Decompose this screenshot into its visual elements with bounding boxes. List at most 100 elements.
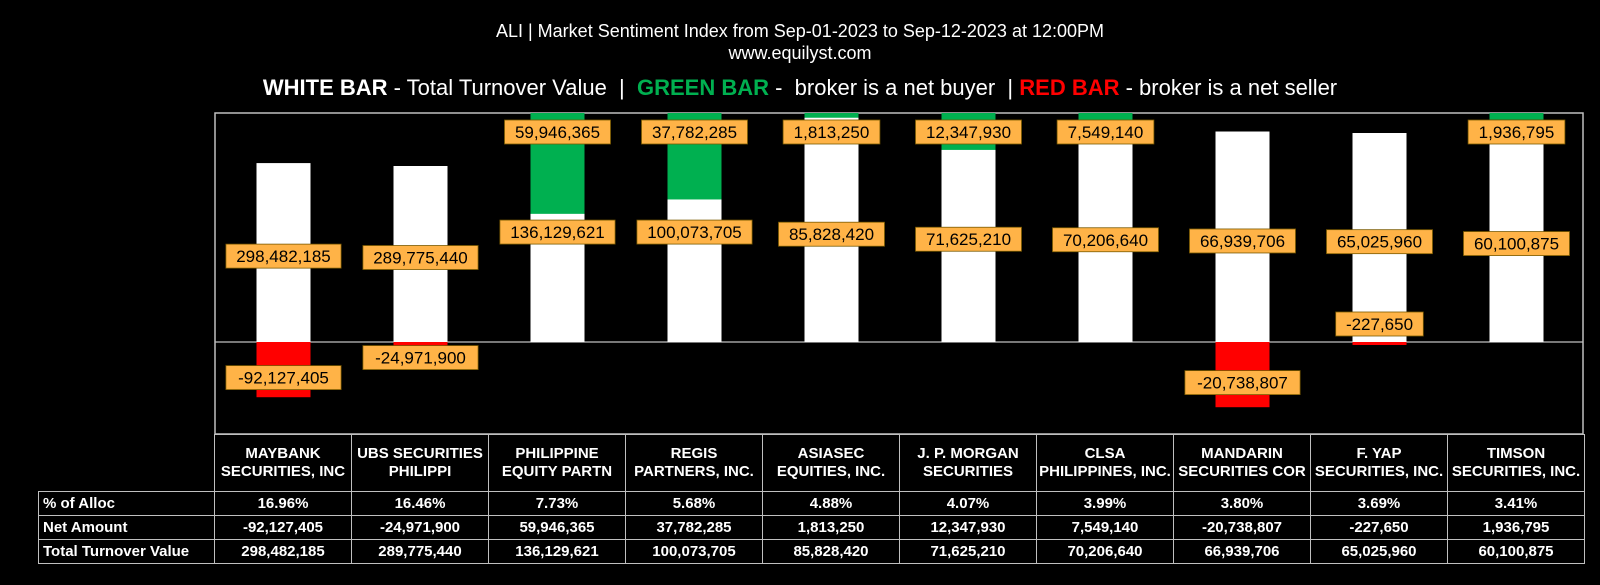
turnover-label: 298,482,185: [225, 243, 342, 269]
broker-name: MANDARIN SECURITIES COR: [1173, 434, 1311, 492]
turnover-label-text: 66,939,706: [1200, 232, 1285, 251]
turnover-label: 66,939,706: [1189, 228, 1296, 254]
net-buyer-bar: [1489, 113, 1544, 120]
net-amount-row: Net Amount -92,127,405 -24,971,900 59,946,3…: [38, 515, 1585, 540]
title-block: ALI | Market Sentiment Index from Sep-01…: [0, 20, 1600, 64]
data-table: MAYBANK SECURITIES, INC UBS SECURITIES PH…: [38, 434, 1585, 564]
net-label: 1,936,795: [1467, 119, 1566, 145]
turnover-label: 71,625,210: [915, 226, 1022, 252]
net-label-text: -227,650: [1346, 315, 1413, 334]
net-amount-cell: -227,650: [1310, 515, 1448, 540]
legend-white-desc: - Total Turnover Value |: [387, 75, 637, 100]
turnover-label: 60,100,875: [1463, 231, 1570, 256]
broker-name: ASIASEC EQUITIES, INC.: [762, 434, 900, 492]
net-label-text: 37,782,285: [652, 123, 737, 142]
pct-alloc-cell: 4.88%: [762, 491, 900, 516]
net-amount-cell: -92,127,405: [214, 515, 352, 540]
total-turnover-cell: 66,939,706: [1173, 539, 1311, 564]
broker-name: UBS SECURITIES PHILIPPI: [351, 434, 489, 492]
legend-green-label: GREEN BAR: [636, 75, 769, 100]
total-turnover-cell: 71,625,210: [899, 539, 1037, 564]
legend-red-desc: - broker is a net seller: [1119, 75, 1338, 100]
pct-alloc-row: % of Alloc 16.96% 16.46% 7.73% 5.68% 4.88% 4.0…: [38, 491, 1585, 516]
pct-alloc-cell: 7.73%: [488, 491, 626, 516]
broker-name: MAYBANK SECURITIES, INC: [214, 434, 352, 492]
net-amount-cell: -20,738,807: [1173, 515, 1311, 540]
net-label: -24,971,900: [362, 345, 479, 370]
total-turnover-cell: 100,073,705: [625, 539, 763, 564]
row-label: Net Amount: [38, 515, 215, 540]
turnover-label-text: 289,775,440: [373, 249, 468, 268]
row-label: Total Turnover Value: [38, 539, 215, 564]
net-label: 59,946,365: [504, 119, 611, 145]
turnover-label-text: 85,828,420: [789, 225, 874, 244]
net-label: 12,347,930: [915, 119, 1022, 145]
net-label: -227,650: [1335, 311, 1424, 337]
total-turnover-cell: 65,025,960: [1310, 539, 1448, 564]
net-label-text: 1,936,795: [1479, 123, 1555, 142]
labels-layer: 298,482,185 -92,127,405 289,775,440 -24,971…: [225, 119, 1570, 396]
net-amount-cell: 37,782,285: [625, 515, 763, 540]
broker-name: J. P. MORGAN SECURITIES: [899, 434, 1037, 492]
turnover-label-text: 136,129,621: [510, 223, 605, 242]
turnover-label-text: 298,482,185: [236, 247, 331, 266]
net-amount-cell: 1,936,795: [1447, 515, 1585, 540]
legend-green-desc: - broker is a net buyer |: [769, 75, 1020, 100]
net-label-text: 59,946,365: [515, 123, 600, 142]
net-seller-bar: [1352, 342, 1407, 345]
pct-alloc-cell: 4.07%: [899, 491, 1037, 516]
pct-alloc-cell: 3.41%: [1447, 491, 1585, 516]
table-corner: [39, 435, 215, 492]
net-buyer-bar: [804, 113, 859, 118]
pct-alloc-cell: 16.46%: [351, 491, 489, 516]
net-amount-cell: 59,946,365: [488, 515, 626, 540]
pct-alloc-cell: 16.96%: [214, 491, 352, 516]
turnover-label-text: 60,100,875: [1474, 235, 1559, 254]
net-amount-cell: 12,347,930: [899, 515, 1037, 540]
legend-white-label: WHITE BAR: [262, 75, 388, 100]
legend-red-label: RED BAR: [1019, 75, 1120, 100]
pct-alloc-cell: 5.68%: [625, 491, 763, 516]
broker-name: REGIS PARTNERS, INC.: [625, 434, 763, 492]
turnover-label: 289,775,440: [362, 245, 479, 270]
net-label-text: -24,971,900: [375, 349, 466, 368]
turnover-label-text: 65,025,960: [1337, 233, 1422, 252]
broker-name: F. YAP SECURITIES, INC.: [1310, 434, 1448, 492]
net-amount-cell: -24,971,900: [351, 515, 489, 540]
turnover-label-text: 71,625,210: [926, 230, 1011, 249]
net-label-text: 12,347,930: [926, 123, 1011, 142]
total-turnover-cell: 136,129,621: [488, 539, 626, 564]
total-turnover-cell: 289,775,440: [351, 539, 489, 564]
broker-name: CLSA PHILIPPINES, INC.: [1036, 434, 1174, 492]
turnover-label: 136,129,621: [499, 219, 616, 245]
chart-title: ALI | Market Sentiment Index from Sep-01…: [495, 21, 1105, 41]
turnover-label: 70,206,640: [1052, 227, 1159, 253]
turnover-label: 65,025,960: [1326, 229, 1433, 255]
pct-alloc-cell: 3.69%: [1310, 491, 1448, 516]
net-amount-cell: 1,813,250: [762, 515, 900, 540]
total-turnover-cell: 70,206,640: [1036, 539, 1174, 564]
total-turnover-cell: 298,482,185: [214, 539, 352, 564]
total-turnover-cell: 60,100,875: [1447, 539, 1585, 564]
row-label: % of Alloc: [38, 491, 215, 516]
turnover-label-text: 100,073,705: [647, 223, 742, 242]
broker-header-row: MAYBANK SECURITIES, INC UBS SECURITIES PH…: [39, 434, 1585, 492]
net-label: -20,738,807: [1184, 370, 1301, 396]
net-label-text: 1,813,250: [794, 123, 870, 142]
broker-name: TIMSON SECURITIES, INC.: [1447, 434, 1585, 492]
total-turnover-cell: 85,828,420: [762, 539, 900, 564]
turnover-label: 85,828,420: [778, 221, 885, 247]
net-amount-cell: 7,549,140: [1036, 515, 1174, 540]
total-turnover-row: Total Turnover Value 298,482,185 289,775,4…: [38, 539, 1585, 564]
legend: WHITE BAR - Total Turnover Value | GREEN…: [0, 74, 1600, 102]
net-label: 1,813,250: [782, 119, 881, 145]
pct-alloc-cell: 3.80%: [1173, 491, 1311, 516]
broker-name: PHILIPPINE EQUITY PARTN: [488, 434, 626, 492]
net-label: -92,127,405: [225, 365, 342, 391]
net-label-text: -92,127,405: [238, 369, 329, 388]
net-label-text: 7,549,140: [1068, 123, 1144, 142]
net-label-text: -20,738,807: [1197, 374, 1288, 393]
pct-alloc-cell: 3.99%: [1036, 491, 1174, 516]
chart-subtitle: www.equilyst.com: [728, 43, 872, 63]
